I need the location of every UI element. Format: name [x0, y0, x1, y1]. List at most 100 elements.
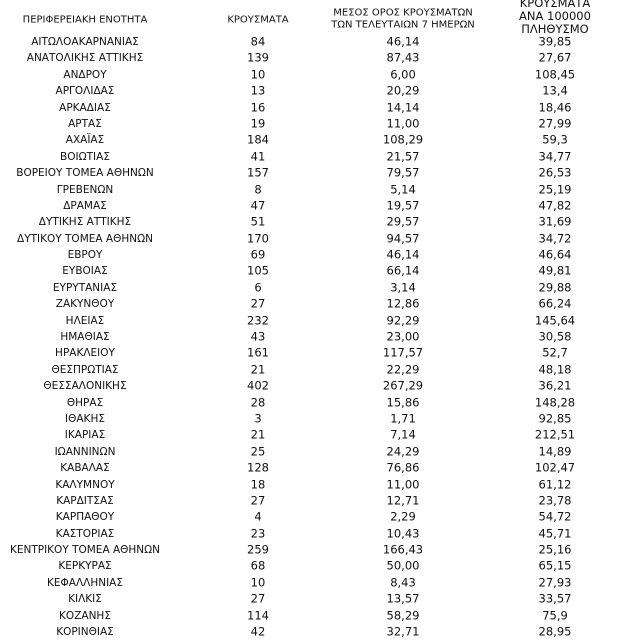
table-cell: 51	[250, 214, 266, 229]
table-cell: 8,43	[390, 575, 416, 590]
table-cell: 16	[250, 99, 266, 114]
table-cell: 23,78	[538, 493, 572, 508]
table-cell: 59,3	[542, 132, 568, 147]
table-cell: 28	[250, 394, 266, 409]
table-cell: 42	[250, 624, 266, 639]
region-name: ΕΥΒΟΙΑΣ	[62, 265, 108, 278]
table-cell: 25	[250, 444, 266, 459]
table-cell: 66,14	[386, 263, 420, 278]
table-cell: 76,86	[386, 460, 420, 475]
table-cell: 27,67	[538, 50, 572, 65]
table-cell: 102,47	[534, 460, 576, 475]
table-cell: 58,29	[386, 608, 420, 622]
table-cell: 128	[247, 460, 269, 475]
table-cell: 36,21	[538, 378, 572, 393]
column-header: ΠΕΡΙΦΕΡΕΙΑΚΗ ΕΝΟΤΗΤΑ	[22, 14, 148, 26]
table-cell: 108,45	[534, 67, 576, 82]
table-cell: 25,16	[538, 542, 572, 557]
region-name: ΓΡΕΒΕΝΩΝ	[56, 183, 114, 196]
table-cell: 84	[250, 34, 266, 49]
table-cell: 4	[254, 509, 262, 524]
table-cell: 21,57	[386, 149, 420, 164]
table-cell: 92,29	[386, 313, 420, 327]
region-name: ΘΕΣΣΑΛΟΝΙΚΗΣ	[43, 380, 127, 393]
table-cell: 43	[250, 329, 266, 344]
table-cell: 34,77	[538, 149, 572, 164]
table-cell: 27,93	[538, 575, 572, 590]
column-header: ΚΡΟΥΣΜΑΤΑ	[227, 14, 289, 26]
table-cell: 46,64	[538, 247, 572, 262]
table-cell: 11,00	[386, 116, 420, 131]
table-cell: 30,58	[538, 329, 572, 344]
table-cell: 11,00	[386, 476, 420, 491]
table-cell: 108,29	[382, 132, 424, 147]
table-cell: 402	[247, 378, 269, 393]
region-name: ΑΙΤΩΛΟΑΚΑΡΝΑΝΙΑΣ	[31, 35, 139, 48]
table-cell: 166,43	[382, 542, 424, 557]
region-name: ΔΡΑΜΑΣ	[63, 199, 107, 212]
table-cell: 148,28	[534, 394, 576, 409]
table-cell: 19,57	[386, 198, 420, 213]
table-cell: 12,86	[386, 296, 420, 311]
region-name: ΕΒΡΟΥ	[67, 249, 103, 262]
table-cell: 212,51	[534, 427, 576, 442]
region-name: ΚΑΒΑΛΑΣ	[60, 462, 110, 475]
table-cell: 3	[254, 411, 262, 426]
region-name: ΚΕΦΑΛΛΗΝΙΑΣ	[47, 576, 123, 589]
column-header: ΚΡΟΥΣΜΑΤΑ ΑΝΑ 100000 ΠΛΗΘΥΣΜΟ	[519, 0, 591, 37]
table-cell: 18	[250, 476, 266, 491]
table-cell: 26,53	[538, 165, 572, 180]
table-cell: 41	[250, 149, 266, 164]
table-cell: 46,14	[386, 34, 420, 49]
region-name: ΑΧΑΪΑΣ	[65, 134, 105, 147]
table-cell: 79,57	[386, 165, 420, 180]
table-cell: 92,85	[538, 411, 572, 426]
table-cell: 5,14	[390, 181, 416, 196]
table-cell: 27	[250, 493, 266, 508]
table-cell: 10	[250, 575, 266, 590]
table-cell: 20,29	[386, 83, 420, 98]
table-cell: 1,71	[390, 411, 416, 426]
table-cell: 32,71	[386, 624, 420, 639]
column-header: ΜΕΣΟΣ ΟΡΟΣ ΚΡΟΥΣΜΑΤΩΝ ΤΩΝ ΤΕΛΕΥΤΑΙΩΝ 7 Η…	[331, 7, 475, 31]
table-cell: 117,57	[382, 345, 424, 360]
table-cell: 49,81	[538, 263, 572, 278]
region-name: ΑΡΚΑΔΙΑΣ	[59, 101, 111, 114]
region-name: ΔΥΤΙΚΟΥ ΤΟΜΕΑ ΑΘΗΝΩΝ	[17, 232, 153, 245]
table-cell: 157	[247, 165, 269, 180]
table-cell: 48,18	[538, 362, 572, 377]
region-name: ΚΙΛΚΙΣ	[68, 593, 102, 606]
region-name: ΔΥΤΙΚΗΣ ΑΤΤΙΚΗΣ	[38, 216, 132, 229]
region-name: ΘΗΡΑΣ	[66, 396, 104, 409]
region-name: ΕΥΡΥΤΑΝΙΑΣ	[52, 281, 118, 294]
table-cell: 12,71	[386, 493, 420, 508]
table-cell: 45,71	[538, 526, 572, 541]
region-name: ΗΜΑΘΙΑΣ	[60, 330, 110, 343]
table-cell: 6	[254, 280, 262, 295]
table-cell: 232	[247, 313, 269, 327]
table-cell: 21	[250, 362, 266, 377]
table-cell: 28,95	[538, 624, 572, 639]
region-name: ΚΕΝΤΡΙΚΟΥ ΤΟΜΕΑ ΑΘΗΝΩΝ	[9, 544, 161, 557]
table-cell: 3,14	[390, 280, 416, 295]
table-cell: 27,99	[538, 116, 572, 131]
table-cell: 114	[247, 608, 269, 622]
table-cell: 139	[247, 50, 269, 65]
table-cell: 54,72	[538, 509, 572, 524]
table-cell: 15,86	[386, 394, 420, 409]
table-cell: 14,89	[538, 444, 572, 459]
table-cell: 21	[250, 427, 266, 442]
table-cell: 52,7	[542, 345, 568, 360]
region-name: ΙΩΑΝΝΙΝΩΝ	[54, 445, 116, 458]
region-name: ΖΑΚΥΝΘΟΥ	[55, 298, 115, 311]
table-cell: 8	[254, 181, 262, 196]
region-name: ΒΟΙΩΤΙΑΣ	[60, 150, 110, 163]
table-cell: 25,19	[538, 181, 572, 196]
region-name: ΙΚΑΡΙΑΣ	[64, 429, 106, 442]
table-cell: 23	[250, 526, 266, 541]
table-cell: 13	[250, 83, 266, 98]
table-cell: 29,88	[538, 280, 572, 295]
region-name: ΑΡΓΟΛΙΔΑΣ	[55, 85, 115, 98]
table-cell: 27	[250, 591, 266, 606]
